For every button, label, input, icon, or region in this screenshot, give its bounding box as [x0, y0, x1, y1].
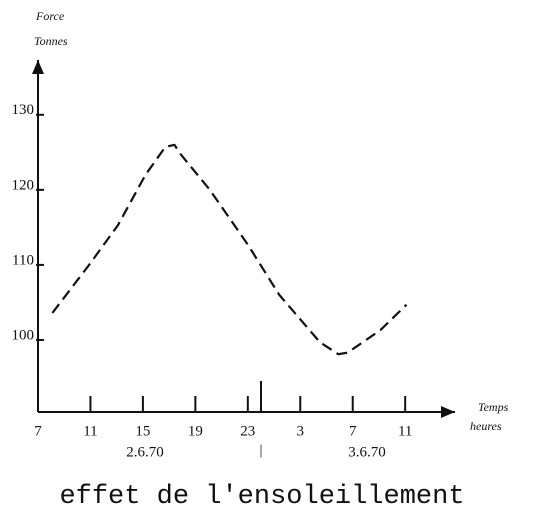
- y-axis-label: Force: [35, 9, 65, 23]
- y-axis-arrow: [32, 60, 44, 74]
- date-separator: |: [259, 442, 262, 458]
- x-axis-label: Temps: [478, 400, 509, 414]
- x-tick-label: 7: [349, 423, 357, 439]
- x-axis-arrow: [441, 406, 455, 418]
- chart-title: effet de l'ensoleillement: [59, 482, 464, 512]
- x-tick-label: 11: [83, 423, 97, 439]
- y-tick-label: 120: [12, 177, 35, 193]
- x-axis-label: heures: [470, 419, 502, 433]
- x-tick-label: 19: [188, 423, 203, 439]
- y-tick-label: 110: [12, 252, 34, 268]
- y-tick-label: 130: [12, 102, 35, 118]
- y-tick-label: 100: [12, 327, 35, 343]
- x-tick-label: 3: [297, 423, 305, 439]
- x-tick-label: 15: [135, 423, 150, 439]
- x-tick-label: 23: [240, 423, 255, 439]
- x-tick-label: 11: [398, 423, 412, 439]
- date-label: 3.6.70: [348, 444, 386, 460]
- x-tick-label: 7: [34, 423, 42, 439]
- y-axis-label: Tonnes: [34, 34, 68, 48]
- data-line: [51, 143, 408, 356]
- date-label: 2.6.70: [126, 444, 164, 460]
